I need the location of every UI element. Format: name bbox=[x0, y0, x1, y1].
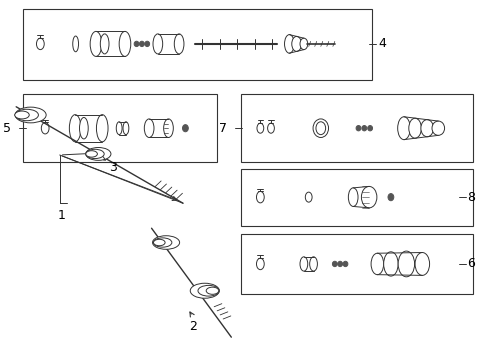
Ellipse shape bbox=[69, 114, 81, 142]
Ellipse shape bbox=[355, 126, 360, 131]
Ellipse shape bbox=[152, 236, 179, 249]
Ellipse shape bbox=[397, 251, 414, 277]
Text: 8: 8 bbox=[467, 191, 474, 204]
Ellipse shape bbox=[80, 117, 88, 139]
Text: 1: 1 bbox=[58, 208, 66, 221]
Ellipse shape bbox=[174, 34, 183, 54]
Ellipse shape bbox=[397, 117, 409, 140]
Ellipse shape bbox=[134, 41, 139, 46]
Ellipse shape bbox=[153, 239, 165, 246]
Ellipse shape bbox=[343, 261, 347, 267]
Ellipse shape bbox=[90, 31, 102, 57]
Ellipse shape bbox=[190, 283, 219, 298]
Text: 6: 6 bbox=[467, 257, 474, 270]
Ellipse shape bbox=[116, 122, 122, 135]
Ellipse shape bbox=[15, 109, 39, 121]
Ellipse shape bbox=[387, 194, 393, 201]
Ellipse shape bbox=[367, 126, 372, 131]
Ellipse shape bbox=[284, 35, 294, 53]
Text: 5: 5 bbox=[3, 122, 11, 135]
Text: 3: 3 bbox=[109, 161, 117, 175]
Text: 7: 7 bbox=[219, 122, 227, 135]
Bar bbox=[241, 169, 472, 226]
Ellipse shape bbox=[144, 119, 154, 138]
Ellipse shape bbox=[291, 36, 301, 51]
Ellipse shape bbox=[337, 261, 342, 267]
Ellipse shape bbox=[41, 122, 49, 134]
Ellipse shape bbox=[73, 36, 79, 52]
Ellipse shape bbox=[15, 111, 29, 119]
Ellipse shape bbox=[256, 258, 264, 270]
Ellipse shape bbox=[85, 148, 111, 160]
Ellipse shape bbox=[383, 252, 397, 276]
Ellipse shape bbox=[420, 120, 432, 137]
Ellipse shape bbox=[300, 257, 307, 271]
Ellipse shape bbox=[305, 192, 311, 202]
Ellipse shape bbox=[267, 123, 274, 133]
Ellipse shape bbox=[408, 118, 421, 138]
Bar bbox=[23, 9, 371, 80]
Bar bbox=[23, 94, 216, 162]
Ellipse shape bbox=[37, 38, 44, 50]
Ellipse shape bbox=[370, 253, 383, 275]
Ellipse shape bbox=[85, 149, 104, 158]
Ellipse shape bbox=[347, 188, 357, 206]
Ellipse shape bbox=[315, 122, 325, 135]
Ellipse shape bbox=[153, 34, 163, 54]
Ellipse shape bbox=[361, 186, 376, 208]
Ellipse shape bbox=[414, 252, 429, 275]
Ellipse shape bbox=[153, 238, 171, 247]
Ellipse shape bbox=[144, 41, 149, 46]
Ellipse shape bbox=[312, 119, 328, 138]
Ellipse shape bbox=[198, 285, 219, 296]
Ellipse shape bbox=[300, 38, 307, 50]
Ellipse shape bbox=[96, 114, 108, 142]
Ellipse shape bbox=[182, 125, 188, 132]
Bar bbox=[241, 234, 472, 294]
Ellipse shape bbox=[119, 31, 130, 57]
Ellipse shape bbox=[332, 261, 337, 267]
Ellipse shape bbox=[85, 151, 97, 157]
Ellipse shape bbox=[431, 121, 444, 135]
Ellipse shape bbox=[123, 122, 128, 135]
Ellipse shape bbox=[206, 287, 218, 294]
Ellipse shape bbox=[163, 119, 173, 138]
Ellipse shape bbox=[100, 34, 109, 54]
Text: 4: 4 bbox=[378, 37, 386, 50]
Ellipse shape bbox=[15, 107, 46, 123]
Ellipse shape bbox=[256, 192, 264, 203]
Ellipse shape bbox=[139, 41, 144, 46]
Ellipse shape bbox=[256, 123, 263, 133]
Text: 2: 2 bbox=[188, 320, 196, 333]
Ellipse shape bbox=[361, 126, 366, 131]
Bar bbox=[241, 94, 472, 162]
Ellipse shape bbox=[309, 257, 317, 271]
